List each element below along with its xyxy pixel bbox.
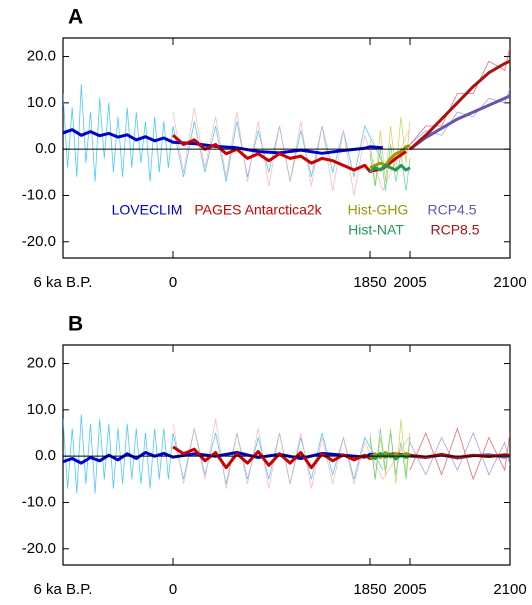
raw-line [369,144,411,191]
panel: A 20.0 10.0 0.0 -10.0 -20.0 6 ka B.P. 0 1850 2005… [22,6,527,291]
y-tick-label: -20.0 [22,233,56,250]
y-tick-label: 0.0 [35,447,56,464]
y-tick-label: -20.0 [22,540,56,557]
x-tick-label: 1850 [353,581,386,598]
smoothed-line [172,134,407,173]
y-tick-label: -10.0 [22,186,56,203]
legend-entry: RCP8.5 [430,222,479,238]
legend-entry: Hist-NAT [348,222,404,238]
legend-entry: RCP4.5 [427,202,476,218]
x-tick-label: 1850 [353,274,386,291]
y-tick-label: -10.0 [22,493,56,510]
x-tick-label: 2005 [393,581,426,598]
y-tick-label: 20.0 [27,47,56,64]
raw-line [409,427,510,481]
plot-area [63,47,510,196]
smoothed-line [409,94,510,151]
smoothed-line [63,451,384,465]
y-tick-label: 10.0 [27,401,56,418]
x-tick-label: 6 ka B.P. [34,274,93,291]
x-tick-label: 0 [169,274,177,291]
x-tick-label: 2100 [493,581,526,598]
y-tick-label: 0.0 [35,140,56,157]
raw-line [369,428,411,480]
x-tick-label: 2100 [493,274,526,291]
x-tick-label: 2005 [393,274,426,291]
raw-line [409,47,510,145]
panel-letter: B [68,313,83,336]
y-tick-label: 20.0 [27,354,56,371]
legend-entry: LOVECLIM [112,202,183,218]
x-tick-label: 0 [169,581,177,598]
smoothed-line [369,163,411,174]
legend-entry: Hist-GHG [348,202,409,218]
smoothed-line [409,59,510,151]
panel-letter: A [68,6,83,29]
panel: B 20.0 10.0 0.0 -10.0 -20.0 6 ka B.P. 0 1850 2005… [22,313,527,598]
smoothed-line [63,128,384,155]
raw-line [172,107,410,196]
smoothed-line [369,144,411,170]
plot-area [63,414,510,494]
plot-frame [62,37,511,259]
smoothed-line [369,451,411,461]
legend-entry: PAGES Antarctica2k [194,202,322,218]
y-tick-label: 10.0 [27,94,56,111]
x-tick-label: 6 ka B.P. [34,581,93,598]
raw-line [409,431,510,476]
raw-line [63,84,384,182]
